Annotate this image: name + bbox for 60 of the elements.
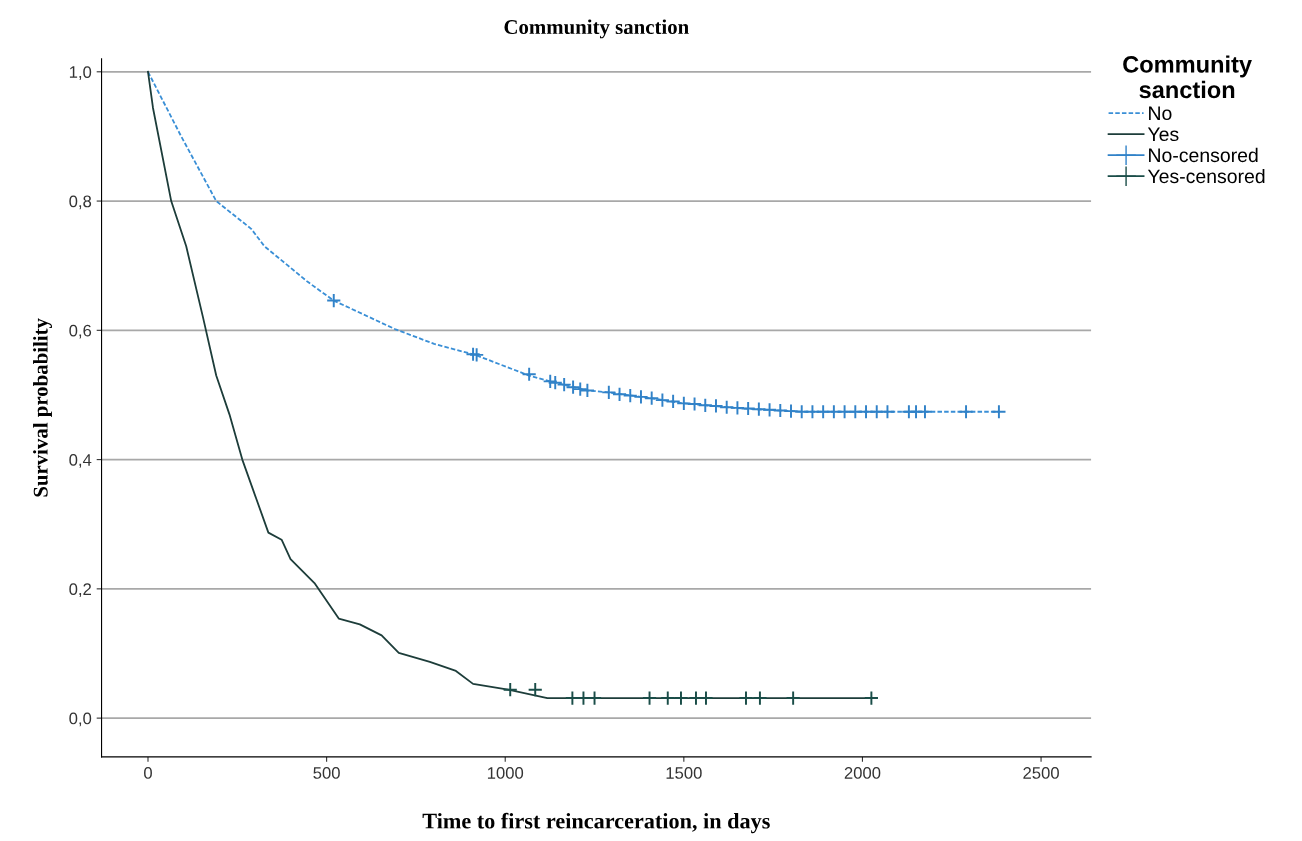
x-tick-label: 2000 xyxy=(844,767,881,779)
point xyxy=(785,690,801,706)
point xyxy=(917,404,933,420)
point xyxy=(665,393,681,409)
point xyxy=(991,404,1007,420)
point xyxy=(556,377,572,393)
point xyxy=(673,690,689,706)
point xyxy=(729,400,745,416)
y-tick-label: 0,8 xyxy=(69,195,92,210)
point xyxy=(622,388,638,404)
point xyxy=(469,347,485,363)
point xyxy=(751,401,767,417)
point xyxy=(752,690,768,706)
point xyxy=(863,690,879,706)
point xyxy=(687,396,703,412)
point xyxy=(697,397,713,413)
point xyxy=(719,399,735,415)
point xyxy=(804,404,820,420)
point xyxy=(326,293,342,309)
legend-label: Yes-censored xyxy=(1147,168,1265,184)
point xyxy=(676,395,692,411)
x-tick-label: 2500 xyxy=(1023,767,1059,779)
point xyxy=(542,373,558,389)
point xyxy=(772,402,788,419)
point xyxy=(641,690,658,706)
y-axis-title: Survival probability xyxy=(33,318,52,497)
x-tick-label: 1500 xyxy=(666,767,702,779)
y-tick-label: 0,2 xyxy=(69,583,91,598)
point xyxy=(521,366,537,382)
legend-label: Yes xyxy=(1147,127,1179,142)
point xyxy=(958,404,974,420)
point xyxy=(708,398,724,414)
point xyxy=(601,384,617,400)
point xyxy=(654,392,670,408)
x-tick-label: 0 xyxy=(144,767,152,779)
x-tick-label: 1000 xyxy=(487,767,524,779)
point xyxy=(644,390,660,406)
point xyxy=(547,375,563,391)
point xyxy=(660,690,676,706)
legend-label: No-censored xyxy=(1149,147,1258,163)
point xyxy=(465,346,481,362)
x-tick-label: 500 xyxy=(313,767,340,779)
legend-title: Community sanction xyxy=(1123,55,1252,99)
point xyxy=(783,403,799,419)
point xyxy=(502,682,518,698)
y-tick-label: 1,0 xyxy=(69,66,92,80)
chart-title: Community sanction xyxy=(504,19,689,39)
point xyxy=(572,381,588,397)
point xyxy=(738,690,754,706)
point xyxy=(527,682,543,698)
point xyxy=(879,404,896,420)
point xyxy=(565,379,581,395)
point xyxy=(579,382,595,398)
point xyxy=(611,386,628,402)
legend-label: No xyxy=(1149,106,1172,121)
y-tick-label: 0,6 xyxy=(69,324,92,339)
x-axis-title: Time to first reincarceration, in days xyxy=(422,812,770,834)
y-tick-label: 0,0 xyxy=(69,712,92,727)
point xyxy=(633,389,649,405)
y-tick-label: 0,4 xyxy=(69,453,92,468)
